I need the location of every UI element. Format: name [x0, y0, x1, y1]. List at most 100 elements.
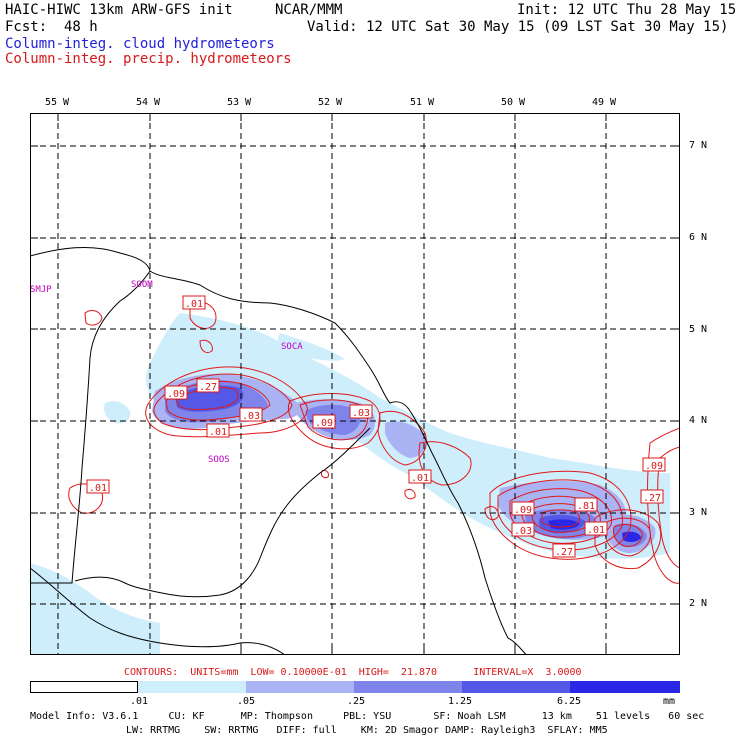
- model-title: HAIC-HIWC 13km ARW-GFS init: [5, 2, 233, 18]
- lon-label: 54 W: [136, 97, 161, 108]
- station-label: SMJP: [30, 285, 52, 295]
- svg-text:.01: .01: [209, 427, 227, 438]
- precip-contour: [613, 524, 643, 547]
- svg-text:.01: .01: [411, 473, 429, 484]
- cloud-shade-light: [104, 400, 131, 424]
- precip-contour: [153, 373, 293, 431]
- lon-label: 50 W: [501, 97, 526, 108]
- colorbar: [30, 681, 680, 693]
- init-time: Init: 12 UTC Thu 28 May 15: [517, 2, 737, 18]
- cloud-shade-light: [278, 333, 345, 361]
- lat-label: 6 N: [689, 232, 708, 243]
- valid-time: Valid: 12 UTC Sat 30 May 15 (09 LST Sat …: [307, 19, 729, 35]
- lon-label: 51 W: [410, 97, 435, 108]
- precip-contour: [604, 517, 651, 557]
- forecast-label: Fcst:: [5, 19, 48, 35]
- colorbar-segment: [462, 681, 570, 693]
- contour-label: .01: [408, 469, 432, 484]
- svg-text:.03: .03: [352, 408, 370, 419]
- svg-text:.01: .01: [185, 299, 203, 310]
- contour-label: .27: [552, 543, 576, 558]
- cloud-shade-light: [30, 563, 160, 655]
- contour-label: .09: [164, 385, 188, 400]
- contour-label: .03: [349, 404, 373, 419]
- svg-text:.27: .27: [199, 382, 217, 393]
- colorbar-segment: [354, 681, 462, 693]
- svg-text:.01: .01: [587, 525, 605, 536]
- colorbar-segment: [246, 681, 354, 693]
- lat-label: 7 N: [689, 140, 708, 151]
- contour-label: .09: [312, 414, 336, 429]
- precip-contour: [84, 310, 103, 326]
- contour-label: .03: [239, 407, 263, 422]
- contour-label: .09: [642, 457, 666, 472]
- map-frame: [30, 113, 680, 655]
- lon-label: 49 W: [592, 97, 617, 108]
- precip-contour: [541, 509, 580, 528]
- station-label: SOOS: [208, 455, 230, 465]
- colorbar-tick: .05: [237, 696, 256, 707]
- lat-label: 2 N: [689, 598, 708, 609]
- colorbar-tick: .25: [347, 696, 366, 707]
- lat-label: 3 N: [689, 507, 708, 518]
- colorbar-tick: .01: [130, 696, 149, 707]
- precip-contour: [199, 339, 213, 354]
- colorbar-tick: 1.25: [448, 696, 473, 707]
- svg-text:.01: .01: [89, 483, 107, 494]
- station-label: SOCA: [281, 342, 303, 352]
- precip-contour: [484, 506, 499, 521]
- precip-contour: [497, 479, 623, 551]
- coastlines: [30, 246, 528, 655]
- contour-labels: .01 .09 .27 .03 .01 .09 .03 .01 .01 .09 …: [86, 295, 666, 558]
- lon-label: 55 W: [45, 97, 70, 108]
- colorbar-tick: 6.25: [557, 696, 582, 707]
- station-labels: SMJP SOOM SOCA SOOS: [30, 280, 303, 465]
- lat-label: 4 N: [689, 415, 708, 426]
- border: [30, 270, 151, 584]
- lon-label: 52 W: [318, 97, 343, 108]
- contour-label: .09: [511, 501, 535, 516]
- center-label: NCAR/MMM: [275, 2, 343, 18]
- model-info-line-1: Model Info: V3.6.1 CU: KF MP: Thompson P…: [30, 711, 705, 722]
- svg-text:.03: .03: [514, 526, 532, 537]
- contour-label: .01: [86, 479, 110, 494]
- precip-contour: [377, 410, 427, 466]
- svg-text:.03: .03: [242, 411, 260, 422]
- colorbar-segment: [30, 681, 138, 693]
- colorbar-units: mm: [663, 696, 676, 707]
- contour-label: .27: [196, 378, 220, 393]
- precip-contour: [321, 470, 329, 479]
- colorbar-segment: [138, 681, 246, 693]
- contour-label: .01: [584, 521, 608, 536]
- forecast-map: SMJP SOOM SOCA SOOS .01 .09 .27 .03 .01 …: [30, 113, 680, 655]
- svg-text:.09: .09: [645, 461, 663, 472]
- precip-contour: [404, 488, 416, 500]
- precip-contour: [489, 470, 632, 560]
- colorbar-segment: [570, 681, 680, 693]
- precip-contour: [594, 509, 662, 570]
- contour-label: .81: [574, 497, 598, 512]
- border: [74, 427, 371, 598]
- contour-label: .03: [511, 522, 535, 537]
- svg-text:.27: .27: [555, 547, 573, 558]
- precip-contour: [287, 393, 381, 450]
- precip-contours: [68, 301, 680, 584]
- svg-text:.81: .81: [577, 501, 595, 512]
- contour-label: .01: [182, 295, 206, 310]
- precip-contour: [299, 399, 369, 441]
- svg-text:.09: .09: [514, 505, 532, 516]
- cloud-shade-mid: [385, 421, 427, 458]
- contour-label: .01: [206, 423, 230, 438]
- lat-lon-grid: [30, 113, 680, 655]
- station-label: SOOM: [131, 280, 153, 290]
- svg-text:.27: .27: [643, 493, 661, 504]
- lon-label: 53 W: [227, 97, 252, 108]
- lat-label: 5 N: [689, 324, 708, 335]
- contour-info: CONTOURS: UNITS=mm LOW= 0.10000E-01 HIGH…: [124, 667, 582, 678]
- precip-field-title: Column-integ. precip. hydrometeors: [5, 51, 292, 67]
- forecast-hours: 48 h: [64, 19, 98, 35]
- precip-contour: [509, 488, 613, 544]
- svg-text:.09: .09: [315, 418, 333, 429]
- model-info-line-2: LW: RRTMG SW: RRTMG DIFF: full KM: 2D Sm…: [126, 725, 608, 736]
- cloud-field-title: Column-integ. cloud hydrometeors: [5, 36, 275, 52]
